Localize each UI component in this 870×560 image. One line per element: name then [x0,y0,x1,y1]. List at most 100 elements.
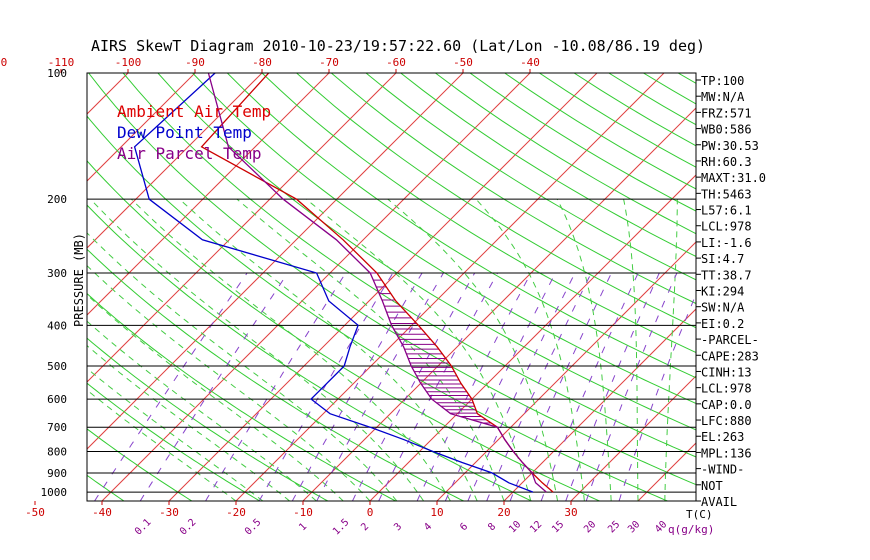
pressure-tick-label: 800 [47,446,67,459]
mixing-ratio-label: 12 [528,519,544,535]
isotherm-line [87,73,263,249]
mixing-ratio-label: 8 [486,521,498,533]
isotherm-line [772,32,870,501]
mixing-ratio-label: 0.1 [133,517,154,538]
dry-adiabat-line [191,73,696,405]
y-axis-label: PRESSURE (MB) [72,233,86,327]
mixing-ratio-line [585,272,678,501]
stats-item: MAXT:31.0 [701,171,766,185]
top-temp-tick-label: -120 [0,56,7,69]
mixing-ratio-label: 25 [606,519,622,535]
dry-adiabat-line [226,73,696,379]
dry-adiabat-line [776,32,870,501]
top-temp-tick-label: -110 [48,56,75,69]
stats-item: LFC:880 [701,414,752,428]
bottom-temp-tick-label: 10 [430,506,443,519]
stats-item: CAPE:283 [701,349,759,363]
dry-adiabat-line [87,337,329,501]
pressure-tick-label: 700 [47,421,67,434]
mixing-ratio-label: 30 [626,519,642,535]
isotherm-line [87,73,196,182]
mixing-ratio-label: 1.5 [331,517,352,538]
stats-item: -WIND- [701,463,744,477]
mixing-ratio-label: 4 [422,521,434,533]
mixing-ratio-line [618,293,696,501]
pressure-tick-label: 600 [47,393,67,406]
mixing-ratio-line [540,272,639,501]
pressure-tick-label: 100 [47,67,67,80]
mixing-ratio-label: 0.5 [243,517,264,538]
top-temp-tick-label: -100 [115,56,142,69]
dry-adiabat-line [743,32,870,501]
cape-hatch [370,272,492,424]
moist-adiabat-line [87,232,398,501]
mixing-ratio-label: 40 [653,519,669,535]
bottom-temp-tick-label: -20 [226,506,246,519]
dry-adiabat-line [295,73,696,329]
dry-adiabat-line [573,73,696,147]
isotherm-line [0,32,35,501]
stats-item: SW:N/A [701,301,745,315]
stats-sidebar: TP:100 MW:N/A FRZ:571 WB0:586 PW:30.53 RH:60.… [696,74,766,509]
mixing-ratio-line [486,272,592,501]
moist-adiabat-line [305,198,532,501]
moist-adiabat-line [87,264,371,501]
moist-adiabat-line [87,320,317,501]
legend-entry: Dew Point Temp [117,123,252,142]
moist-adiabat-line [179,198,478,501]
isotherm-line [87,73,330,316]
dry-adiabat-line [157,73,696,431]
stats-item: NOT [701,479,723,493]
stats-item: CINH:13 [701,365,752,379]
bottom-temp-tick-label: 0 [367,506,374,519]
mixing-ratio-label: 6 [458,521,470,533]
isotherm-line [302,107,696,501]
dry-adiabat-line [87,204,532,501]
stats-item: EL:263 [701,430,744,444]
bottom-temp-axis: -50 -40 -30 -20 -10 0 10 20 30 [25,501,578,519]
x-axis-label-mix: q(g/kg) [668,523,714,536]
mixing-ratio-line [351,272,476,501]
isotherm-line [168,73,598,501]
x-axis-label-temp: T(C) [686,508,713,521]
stats-item: AVAIL [701,495,737,509]
dry-adiabat-line [87,248,464,501]
stats-item: WB0:586 [701,123,752,137]
mixing-ratio-label: 10 [507,519,523,535]
plot-frame [86,72,697,502]
dry-adiabat-line [87,428,193,501]
stats-item: MW:N/A [701,90,745,104]
pressure-tick-label: 900 [47,467,67,480]
bottom-temp-tick-label: -30 [159,506,179,519]
pressure-tick-label: 1000 [41,486,68,499]
mixing-ratio-line [94,272,248,501]
moist-adiabat-line [556,198,612,501]
dry-adiabat-line [841,32,870,501]
stats-item: KI:294 [701,285,744,299]
moist-adiabat-line [623,199,639,501]
stats-item: CAP:0.0 [701,398,752,412]
stats-item: L57:6.1 [701,204,752,218]
stats-item: RH:60.3 [701,155,752,169]
isotherm-line [101,73,531,501]
dry-adiabat-line [330,73,696,305]
stats-item: LCL:978 [701,220,752,234]
stats-item: SI:4.7 [701,252,744,266]
dry-adiabat-line [434,73,696,235]
mixing-ratio-line [444,272,556,501]
dry-adiabat-line [538,73,696,168]
bottom-temp-tick-label: -50 [25,506,45,519]
stats-item: LI:-1.6 [701,236,752,250]
isotherm-line [235,73,665,501]
moist-adiabat-line [87,389,237,501]
dry-adiabat-line [646,32,870,501]
stats-item: FRZ:571 [701,106,752,120]
mixing-ratio-line [565,272,660,501]
stats-item: TT:38.7 [701,268,752,282]
legend-entry: Air Parcel Temp [117,144,262,163]
mixing-ratio-label: 2 [359,521,371,533]
mixing-ratio-label: 1 [297,521,309,533]
stats-item: MPL:136 [701,446,752,460]
pressure-tick-label: 400 [47,319,67,332]
